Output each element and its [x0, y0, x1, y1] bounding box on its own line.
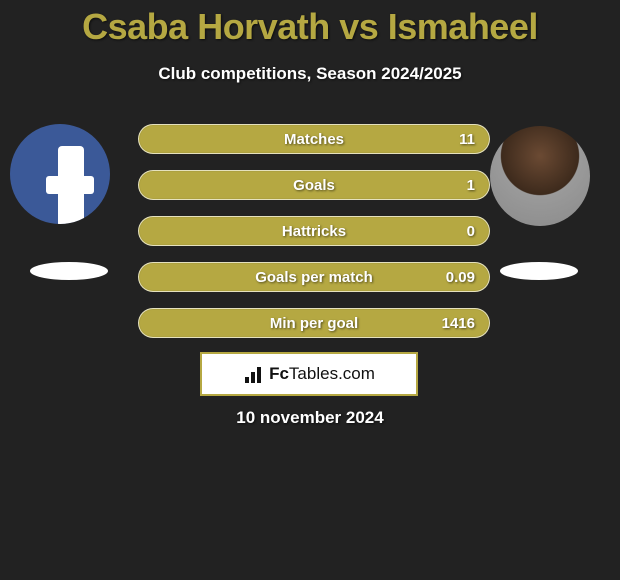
stat-value: 1: [467, 171, 475, 199]
stat-row: Min per goal 1416: [138, 308, 490, 338]
stat-label: Goals per match: [139, 263, 489, 291]
stat-row: Goals per match 0.09: [138, 262, 490, 292]
player-photo: [490, 126, 590, 226]
brand-text: FcTables.com: [269, 364, 375, 384]
stat-value: 0: [467, 217, 475, 245]
brand-badge[interactable]: FcTables.com: [200, 352, 418, 396]
brand-suffix: Tables.com: [289, 364, 375, 383]
stat-label: Goals: [139, 171, 489, 199]
stat-value: 11: [459, 125, 475, 153]
footer-date: 10 november 2024: [0, 408, 620, 428]
avatar-shadow: [30, 262, 108, 280]
avatar-shadow: [500, 262, 578, 280]
facebook-icon: [10, 124, 110, 224]
page-title: Csaba Horvath vs Ismaheel: [0, 0, 620, 48]
stat-row: Hattricks 0: [138, 216, 490, 246]
stat-label: Min per goal: [139, 309, 489, 337]
stat-label: Hattricks: [139, 217, 489, 245]
bar-chart-icon: [243, 365, 265, 383]
stats-list: Matches 11 Goals 1 Hattricks 0 Goals per…: [138, 124, 490, 354]
stat-row: Goals 1: [138, 170, 490, 200]
stat-value: 1416: [442, 309, 475, 337]
stat-label: Matches: [139, 125, 489, 153]
player-right-avatar: [490, 126, 590, 226]
stat-row: Matches 11: [138, 124, 490, 154]
player-left-avatar: [10, 124, 110, 224]
stat-value: 0.09: [446, 263, 475, 291]
page-subtitle: Club competitions, Season 2024/2025: [0, 64, 620, 84]
brand-prefix: Fc: [269, 364, 289, 383]
